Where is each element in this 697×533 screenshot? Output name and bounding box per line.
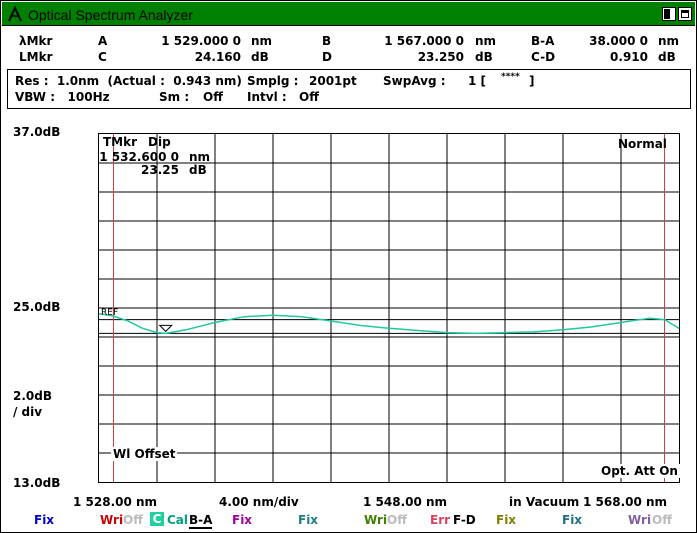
optical-attenuator-label: Opt. Att On <box>599 464 680 478</box>
x-stop-label: 1 568.00 nm <box>583 495 668 509</box>
marker-b-unit: nm <box>475 34 497 48</box>
x-start-label: 1 528.00 nm <box>73 495 158 509</box>
marker-cd-value: 0.910 <box>610 50 648 64</box>
trace-a-status[interactable]: Fix <box>34 513 55 527</box>
smoothing-label: Sm : <box>159 90 190 104</box>
sweep-average-value[interactable]: 1 [ <box>468 74 487 88</box>
scale-bottom-label: 13.0dB <box>13 476 61 490</box>
marker-d-label: D <box>322 50 332 64</box>
scale-top-label: 37.0dB <box>13 125 61 139</box>
wavelength-markers <box>113 134 665 482</box>
scale-div-label: 2.0dB <box>13 389 52 403</box>
maximize-button[interactable] <box>678 7 692 21</box>
tmkr-wavelength-unit: nm <box>189 150 211 164</box>
marker-cd-label: C-D <box>531 50 556 64</box>
sampling-value[interactable]: 2001pt <box>309 74 357 88</box>
trace-c-calc: B-A <box>189 513 213 529</box>
trace-b-state: Off <box>123 513 143 527</box>
wl-offset-label: Wl Offset <box>111 447 178 461</box>
spectrum-plot[interactable]: TMkr Dip 1 532.600 0 nm 23.25 dB Normal … <box>98 133 680 483</box>
trace-b-status[interactable]: Wri <box>100 513 124 527</box>
trace-e-status[interactable]: Fix <box>298 513 319 527</box>
scale-div-unit: / div <box>13 405 43 419</box>
x-span-label: 4.00 nm/div <box>219 495 299 509</box>
tmkr-mode: Dip <box>148 135 171 149</box>
interval-label: Intvl : <box>247 90 287 104</box>
marker-c-label: C <box>98 50 107 64</box>
ref-label: REF <box>101 308 119 318</box>
trace-c-active-badge[interactable]: C <box>150 512 164 526</box>
trace-i-status[interactable]: Fix <box>562 513 583 527</box>
marker-ba-unit: nm <box>658 34 680 48</box>
marker-a-label: A <box>98 34 108 48</box>
settings-panel[interactable] <box>7 69 691 109</box>
trace-j-status[interactable]: Wri <box>628 513 652 527</box>
trace-h-status[interactable]: Fix <box>496 513 517 527</box>
reference-lines <box>99 319 679 334</box>
marker-ba-label: B-A <box>531 34 555 48</box>
smoothing-value[interactable]: Off <box>203 90 223 104</box>
tmkr-wavelength: 1 532.600 0 <box>99 150 179 164</box>
minimize-icon <box>664 9 670 19</box>
trace-g-calc: F-D <box>453 513 476 527</box>
marker-a-value: 1 529.000 0 <box>161 34 241 48</box>
scale-ref-label: 25.0dB <box>13 300 61 314</box>
marker-ba-value: 38.000 0 <box>589 34 648 48</box>
app-logo-icon <box>8 6 22 22</box>
tmkr-label: TMkr <box>103 135 138 149</box>
trace-g-status[interactable]: Err <box>430 513 451 527</box>
trace-d-status[interactable]: Fix <box>232 513 253 527</box>
sweep-average-bracket: ] <box>529 74 535 88</box>
sweep-average-stars: **** <box>501 72 520 82</box>
marker-a-unit: nm <box>251 34 273 48</box>
tmkr-triangle-icon <box>158 324 173 333</box>
marker-c-value: 24.160 <box>194 50 241 64</box>
x-medium-label: in Vacuum <box>509 495 580 509</box>
tmkr-level-unit: dB <box>189 163 207 177</box>
wavelength-marker-label: λMkr <box>19 34 53 48</box>
level-marker-label: LMkr <box>19 50 53 64</box>
trace-f-status[interactable]: Wri <box>364 513 388 527</box>
minimize-button[interactable] <box>662 7 676 21</box>
trace-c-state: Cal <box>167 513 189 527</box>
spectrum-svg[interactable] <box>99 134 679 482</box>
plot-grid <box>99 134 679 482</box>
title-bar[interactable]: Optical Spectrum Analyzer <box>2 2 695 26</box>
sweep-average-label: SwpAvg : <box>383 74 446 88</box>
resolution-setting[interactable]: Res : 1.0nm (Actual : 0.943 nm) <box>15 74 242 88</box>
marker-cd-unit: dB <box>658 50 676 64</box>
trace-j-state: Off <box>652 513 672 527</box>
marker-c-unit: dB <box>251 50 269 64</box>
marker-b-label: B <box>322 34 332 48</box>
sampling-label: Smplg : <box>247 74 299 88</box>
interval-value[interactable]: Off <box>299 90 319 104</box>
spectrum-trace-line <box>99 313 679 335</box>
window-title: Optical Spectrum Analyzer <box>28 7 193 23</box>
display-mode[interactable]: Normal <box>618 137 667 151</box>
marker-b-value: 1 567.000 0 <box>384 34 464 48</box>
vbw-setting[interactable]: VBW : 100Hz <box>15 90 110 104</box>
trace-f-state: Off <box>387 513 407 527</box>
marker-d-value: 23.250 <box>417 50 464 64</box>
x-center-label: 1 548.00 nm <box>363 495 448 509</box>
maximize-icon <box>681 10 689 18</box>
tmkr-level: 23.25 <box>141 163 179 177</box>
marker-d-unit: dB <box>475 50 493 64</box>
